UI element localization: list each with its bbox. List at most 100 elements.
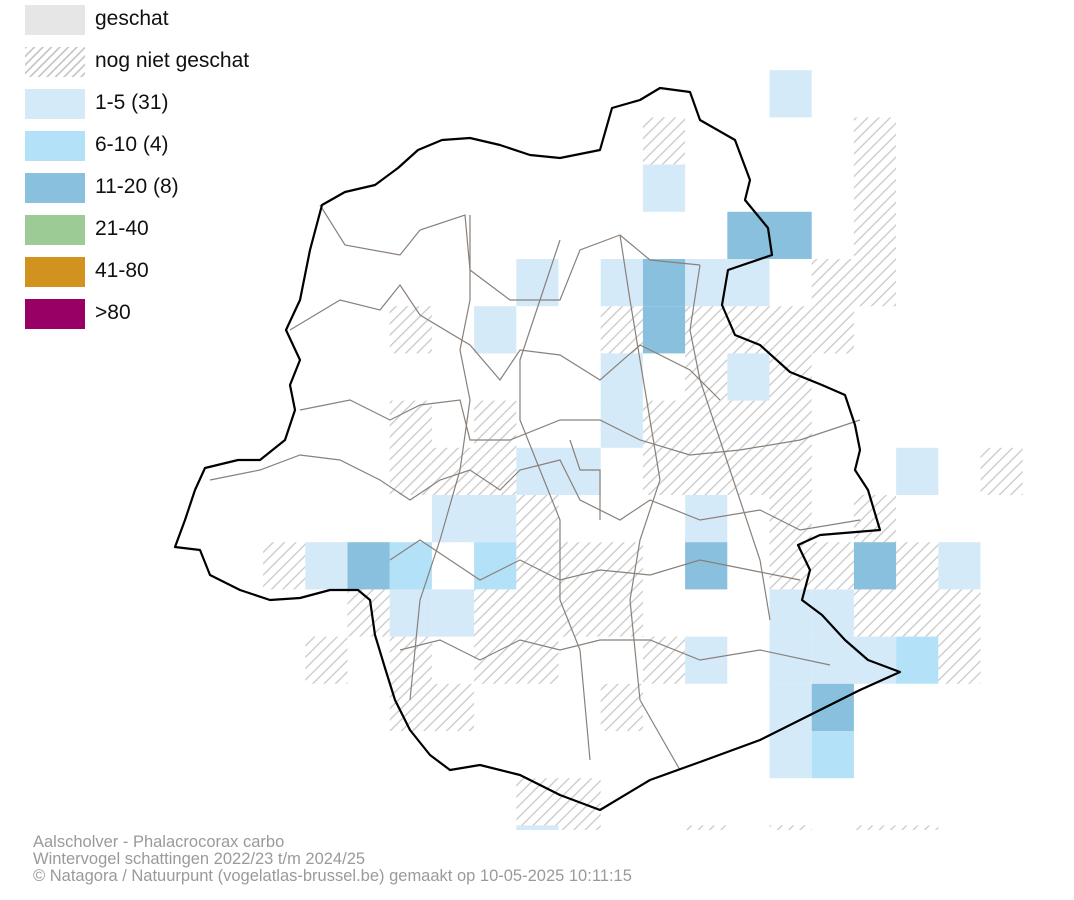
grid-cell-c1-5 xyxy=(811,636,854,684)
municipality-border xyxy=(619,234,681,771)
municipality-border xyxy=(689,264,771,621)
grid-cell-not-estimated xyxy=(853,495,897,543)
grid-cell-c1-5 xyxy=(769,589,812,637)
grid-cell-c1-5 xyxy=(431,495,475,543)
legend-swatch xyxy=(25,89,85,119)
grid-cell-not-estimated xyxy=(474,447,517,495)
grid-cell-not-estimated xyxy=(727,400,770,448)
grid-cell-not-estimated xyxy=(769,542,812,590)
grid-cell-not-estimated xyxy=(980,447,1023,495)
grid-cell-not-estimated xyxy=(938,589,981,637)
grid-cell-not-estimated xyxy=(769,495,812,543)
legend-item: 21-40 xyxy=(25,212,345,246)
grid-cell-not-estimated xyxy=(600,683,643,731)
legend-swatch xyxy=(25,173,85,203)
grid-cell-c1-5 xyxy=(516,825,559,830)
legend-label: nog niet geschat xyxy=(95,49,250,72)
grid-cell-c1-5 xyxy=(474,306,517,354)
grid-cell-c1-5 xyxy=(727,353,770,401)
grid-cell-not-estimated xyxy=(516,589,559,637)
grid-cell-not-estimated xyxy=(474,400,517,448)
grid-cell-not-estimated xyxy=(474,636,517,684)
legend-swatch xyxy=(25,299,85,329)
grid-cell-c1-5 xyxy=(516,447,559,495)
legend-label: geschat xyxy=(95,7,169,30)
grid-cell-not-estimated xyxy=(600,542,643,590)
grid-cell-not-estimated xyxy=(516,636,559,684)
grid-cell-c11-20 xyxy=(685,542,728,590)
grid-cell-not-estimated xyxy=(431,683,475,731)
grid-cell-not-estimated xyxy=(685,400,728,448)
grid-cell-not-estimated xyxy=(305,636,348,684)
legend-item: 6-10 (4) xyxy=(25,128,345,162)
legend-swatch xyxy=(25,131,85,161)
grid-cell-not-estimated xyxy=(600,306,643,354)
grid-cell-c11-20 xyxy=(642,259,686,307)
grid-cell-not-estimated xyxy=(474,589,517,637)
grid-cell-not-estimated xyxy=(685,825,728,830)
municipality-borders xyxy=(209,204,861,771)
legend-label: 1-5 (31) xyxy=(95,91,169,114)
grid-cell-not-estimated xyxy=(853,259,897,307)
grid-cell-c1-5 xyxy=(727,259,770,307)
grid-cell-c1-5 xyxy=(685,636,728,684)
grid-cell-not-estimated xyxy=(896,542,939,590)
grid-cell-not-estimated xyxy=(769,825,812,830)
legend-label: >80 xyxy=(95,301,131,324)
grid-cell-c1-5 xyxy=(685,259,728,307)
legend-item: 1-5 (31) xyxy=(25,86,345,120)
grid-cells-layer xyxy=(263,70,1023,830)
municipality-border xyxy=(319,204,701,301)
municipality-border xyxy=(399,639,831,666)
grid-cell-not-estimated xyxy=(769,400,812,448)
legend-label: 21-40 xyxy=(95,217,149,240)
grid-cell-not-estimated xyxy=(685,353,728,401)
grid-cell-c1-5 xyxy=(474,495,517,543)
grid-cell-not-estimated xyxy=(811,542,854,590)
grid-cell-c1-5 xyxy=(516,259,559,307)
grid-cell-not-estimated xyxy=(853,164,897,212)
grid-cell-c1-5 xyxy=(769,636,812,684)
grid-cell-not-estimated xyxy=(642,447,686,495)
grid-cell-c1-5 xyxy=(769,683,812,731)
municipality-border xyxy=(519,239,591,761)
legend-item: 41-80 xyxy=(25,254,345,288)
caption-species: Aalscholver - Phalacrocorax carbo xyxy=(33,833,285,851)
grid-cell-not-estimated xyxy=(516,778,559,826)
grid-cell-not-estimated xyxy=(685,306,728,354)
grid-cell-c6-10 xyxy=(896,636,939,684)
grid-cell-c11-20 xyxy=(811,683,854,731)
grid-cell-not-estimated xyxy=(389,400,432,448)
grid-cell-c1-5 xyxy=(769,70,812,118)
grid-cell-not-estimated xyxy=(263,542,306,590)
legend-label: 11-20 (8) xyxy=(95,175,179,198)
grid-cell-not-estimated xyxy=(516,542,559,590)
grid-cell-c1-5 xyxy=(642,164,686,212)
grid-cell-not-estimated xyxy=(727,306,770,354)
legend-swatch xyxy=(25,215,85,245)
grid-cell-c6-10 xyxy=(389,542,432,590)
grid-cell-not-estimated xyxy=(811,306,854,354)
grid-cell-not-estimated xyxy=(938,636,981,684)
brussels-grid-map xyxy=(173,70,1023,830)
legend-swatch xyxy=(25,5,85,35)
grid-cell-not-estimated xyxy=(558,542,601,590)
grid-cell-c11-20 xyxy=(642,306,686,354)
legend-item: geschat xyxy=(25,2,345,36)
grid-cell-not-estimated xyxy=(642,636,686,684)
grid-cell-c6-10 xyxy=(474,542,517,590)
grid-cell-not-estimated xyxy=(853,117,897,165)
municipality-border xyxy=(299,399,861,456)
caption-period: Wintervogel schattingen 2022/23 t/m 2024… xyxy=(33,850,366,868)
grid-cell-c1-5 xyxy=(600,400,643,448)
grid-cell-c1-5 xyxy=(558,447,601,495)
grid-cell-c1-5 xyxy=(600,259,643,307)
caption-copyright: © Natagora / Natuurpunt (vogelatlas-brus… xyxy=(33,867,632,885)
grid-cell-not-estimated xyxy=(853,825,897,830)
grid-cell-c1-5 xyxy=(305,542,348,590)
grid-cell-not-estimated xyxy=(642,117,686,165)
legend-item: >80 xyxy=(25,296,345,330)
grid-cell-c1-5 xyxy=(938,542,981,590)
grid-cell-not-estimated xyxy=(642,400,686,448)
legend-item: 11-20 (8) xyxy=(25,170,345,204)
